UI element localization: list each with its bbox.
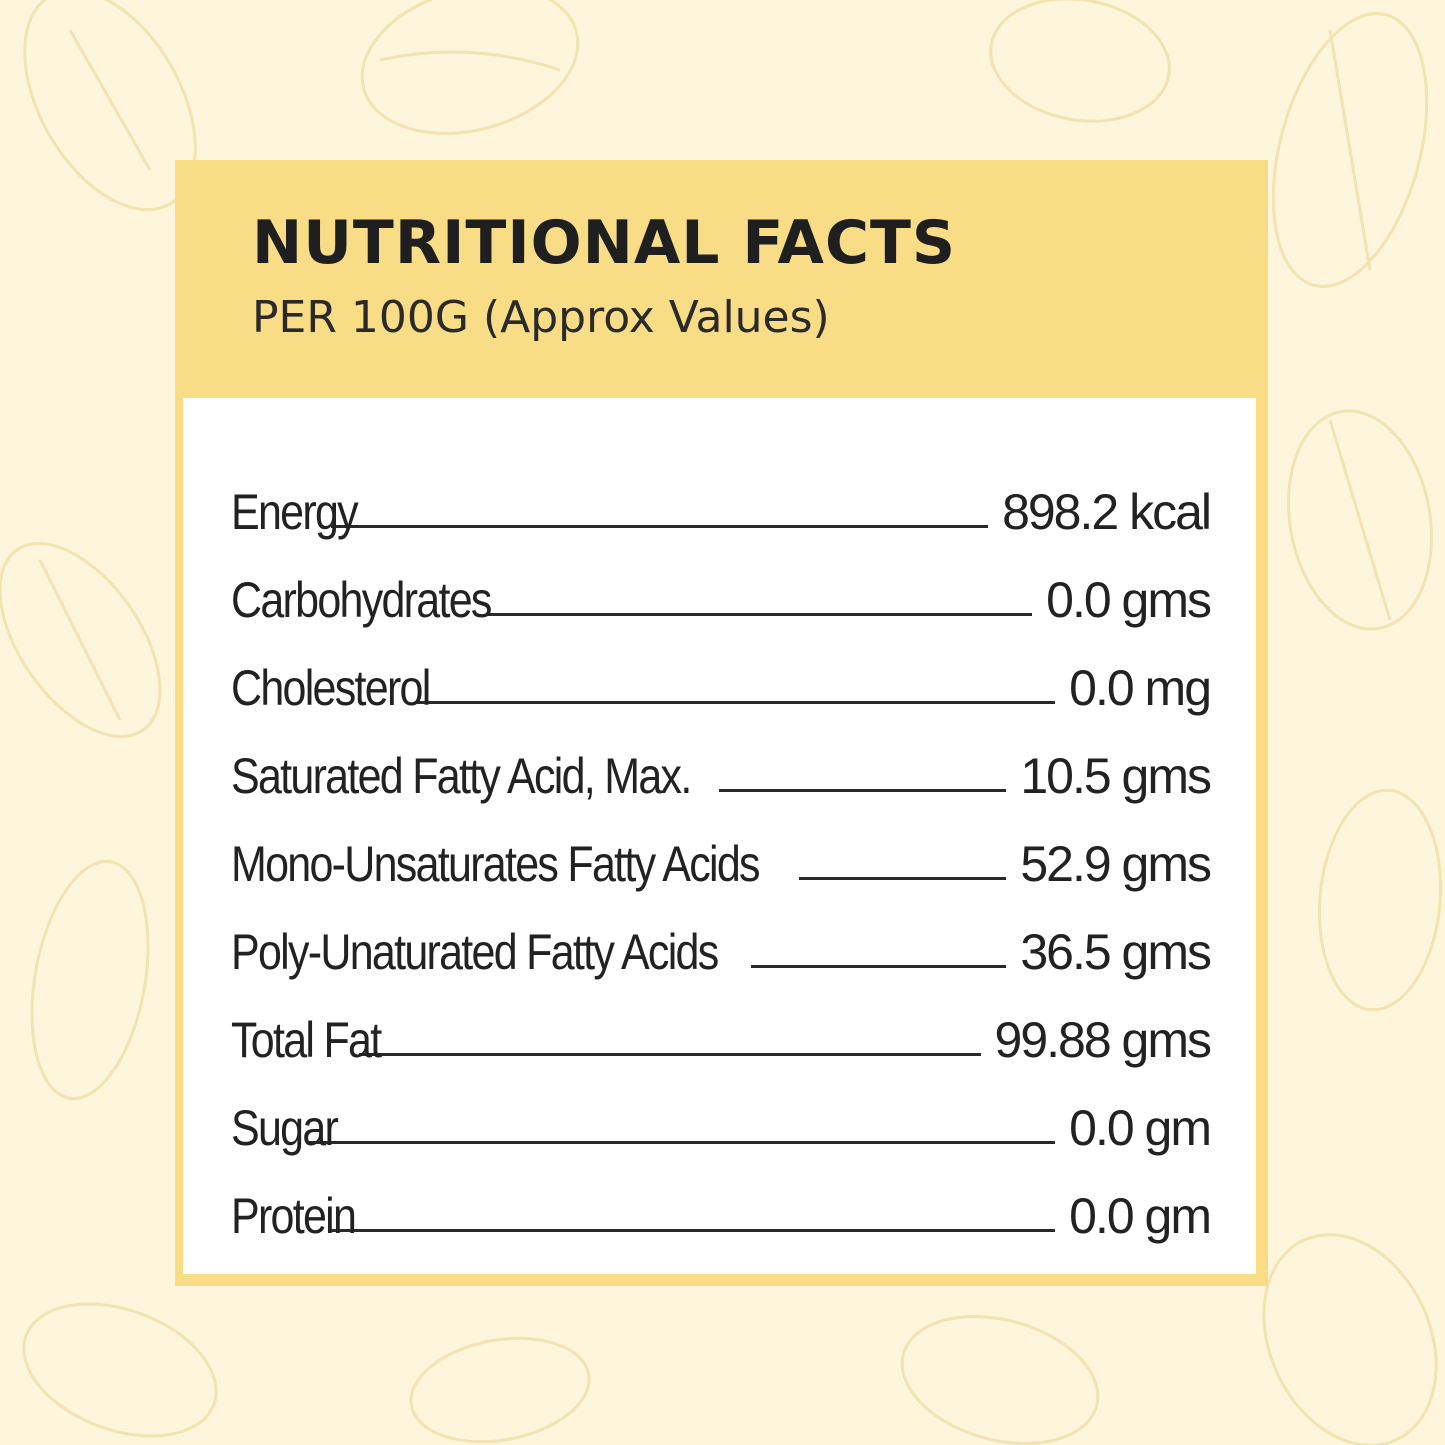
leader-line <box>415 701 1056 704</box>
nutrient-value: 99.88 gms <box>994 1012 1212 1068</box>
nutrient-value: 10.5 gms <box>1020 748 1212 804</box>
almond-icon <box>30 859 150 1101</box>
nutrient-value: 0.0 gms <box>1046 572 1212 628</box>
almond-icon <box>0 542 162 738</box>
panel-title: NUTRITIONAL FACTS <box>252 208 957 278</box>
leader-line <box>308 1141 1056 1144</box>
nutrient-label: Cholesterol <box>231 660 431 716</box>
nutrient-row-mono-unsaturates: Mono-Unsaturates Fatty Acids 52.9 gms <box>231 806 1212 894</box>
nutrient-label: Mono-Unsaturates Fatty Acids <box>231 836 761 892</box>
nutrient-row-total-fat: Total Fat 99.88 gms <box>231 982 1212 1070</box>
nutrient-label: Energy <box>231 484 359 540</box>
leader-line <box>486 613 1033 616</box>
leader-line <box>358 1053 981 1056</box>
almond-icon <box>23 0 197 212</box>
nutrition-table: Energy 898.2 kcal Carbohydrates 0.0 gms … <box>183 398 1256 1274</box>
panel-subtitle: PER 100G (Approx Values) <box>252 292 830 343</box>
nutrient-label: Poly-Unaturated Fatty Acids <box>231 924 719 980</box>
nutrient-row-cholesterol: Cholesterol 0.0 mg <box>231 630 1212 718</box>
nutrient-label: Protein <box>231 1188 357 1244</box>
nutrient-row-carbohydrates: Carbohydrates 0.0 gms <box>231 542 1212 630</box>
almond-icon <box>360 0 580 135</box>
nutrient-value: 52.9 gms <box>1020 836 1212 892</box>
nutrient-row-saturated-fatty-acid: Saturated Fatty Acid, Max. 10.5 gms <box>231 718 1212 806</box>
nutrient-value: 898.2 kcal <box>1002 484 1212 540</box>
nutrient-value: 0.0 mg <box>1069 660 1212 716</box>
almond-icon <box>1317 788 1443 1012</box>
almond-icon <box>989 0 1171 123</box>
nutrient-row-protein: Protein 0.0 gm <box>231 1158 1212 1246</box>
nutrient-row-poly-unsaturated: Poly-Unaturated Fatty Acids 36.5 gms <box>231 894 1212 982</box>
nutrient-list: Energy 898.2 kcal Carbohydrates 0.0 gms … <box>231 454 1212 1246</box>
almond-icon <box>409 1336 591 1444</box>
nutrition-panel: NUTRITIONAL FACTS PER 100G (Approx Value… <box>175 160 1268 1286</box>
leader-line <box>719 789 1007 792</box>
leader-line <box>750 965 1007 968</box>
leader-line <box>329 1229 1056 1232</box>
nutrient-value: 0.0 gm <box>1069 1100 1212 1156</box>
leader-line <box>331 525 989 528</box>
nutrient-label: Saturated Fatty Acid, Max. <box>231 748 692 804</box>
nutrient-label: Total Fat <box>231 1012 382 1068</box>
nutrient-label: Carbohydrates <box>231 572 492 628</box>
nutrient-value: 0.0 gm <box>1069 1188 1212 1244</box>
almond-icon <box>900 1315 1100 1445</box>
almond-icon <box>22 1302 218 1438</box>
almond-icon <box>1271 12 1429 288</box>
nutrient-value: 36.5 gms <box>1020 924 1212 980</box>
panel-header: NUTRITIONAL FACTS PER 100G (Approx Value… <box>175 160 1268 398</box>
nutrient-row-energy: Energy 898.2 kcal <box>231 454 1212 542</box>
nutrient-label: Sugar <box>231 1100 339 1156</box>
leader-line <box>798 877 1007 880</box>
almond-icon <box>1262 1233 1438 1445</box>
nutrient-row-sugar: Sugar 0.0 gm <box>231 1070 1212 1158</box>
almond-icon <box>1286 409 1434 631</box>
